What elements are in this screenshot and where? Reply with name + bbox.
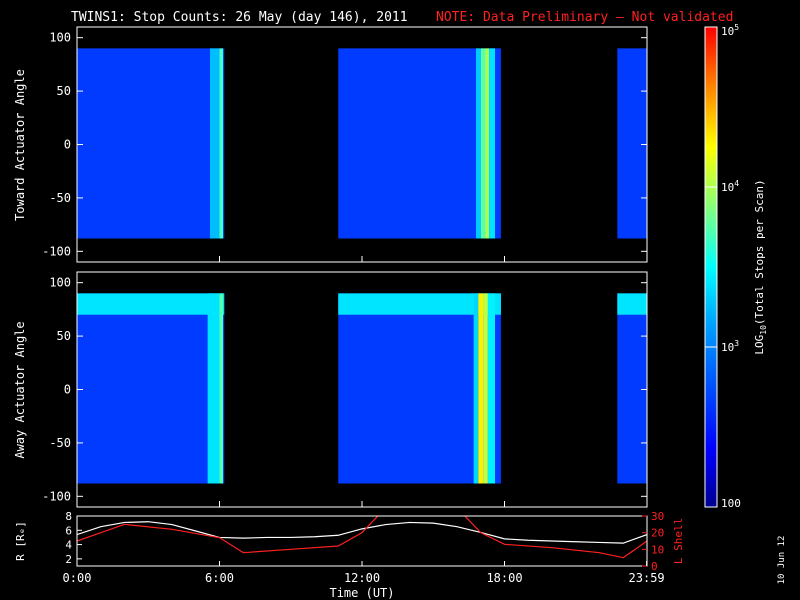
l-shell-line [77,516,647,559]
time-xtick-label: 0:00 [63,571,92,585]
orbit-ytick-label: 8 [65,510,72,523]
l-shell-ytick-label: 30 [651,510,664,523]
away-count-band [473,293,479,484]
away-count-band [219,293,224,484]
colorbar-tick-label: 104 [721,179,739,194]
toward-ytick-label: 0 [64,138,71,152]
away-data-interval [77,293,225,484]
colorbar-tick-label: 103 [721,339,739,354]
toward-data-interval [77,48,225,239]
colorbar: 105 104 103 100 LOG10(Total Stops per Scan) [704,23,768,510]
orbit-radius-label: R [Rₑ] [14,521,27,561]
away-data-interval [617,293,647,484]
colorbar-tick-label: 105 [721,23,739,38]
away-high-angle-band [77,293,225,315]
time-xtick-label: 6:00 [205,571,234,585]
time-xtick-label: 18:00 [486,571,522,585]
colorbar-gradient [704,26,718,508]
preliminary-note: NOTE: Data Preliminary – Not validated [436,10,733,25]
toward-ytick-label: 100 [49,31,71,45]
toward-data-interval [338,48,501,239]
toward-ytick-label: -100 [42,244,71,258]
away-count-band [207,293,220,484]
toward-count-band [210,48,220,239]
toward-count-band [476,48,481,239]
date-stamp: 10 Jun 12 [777,536,787,585]
l-shell-ytick-label: 10 [651,543,664,556]
toward-count-band [219,48,224,239]
colorbar-label: LOG10(Total Stops per Scan) [753,179,768,354]
toward-axis-label: Toward Actuator Angle [13,69,27,221]
toward-count-band [485,48,490,239]
toward-panel: 100 50 0 -50 -100 Toward Actuator Angle [13,26,648,263]
orbit-ytick-label: 4 [65,539,72,552]
toward-data-interval [617,48,647,239]
away-ytick-label: 100 [49,276,71,290]
away-ytick-label: 50 [57,329,71,343]
away-count-band [483,293,488,484]
away-ytick-label: -100 [42,489,71,503]
away-count-band [478,293,484,484]
time-axis-label: Time (UT) [329,586,394,600]
toward-count-band [480,48,486,239]
away-ytick-label: 0 [64,383,71,397]
orbit-ytick-label: 6 [65,524,72,537]
orbit-panel: 24 68 0 10 20 30 0:00 6:00 12:00 18:00 23:59 R [Rₑ… [14,510,685,600]
chart-title: TWINS1: Stop Counts: 26 May (day 146), 2… [71,10,408,25]
orbit-ytick-label: 2 [65,553,72,566]
toward-ytick-label: -50 [49,191,71,205]
toward-ytick-label: 50 [57,84,71,98]
away-count-band [487,293,495,484]
l-shell-label: L Shell [672,518,685,564]
away-high-angle-band [617,293,647,315]
time-xtick-label: 12:00 [344,571,380,585]
away-ytick-label: -50 [49,436,71,450]
away-high-angle-band [338,293,501,315]
l-shell-ytick-label: 20 [651,527,664,540]
radius-line [77,521,647,544]
l-shell-ytick-label: 0 [651,560,658,573]
time-xtick-label: 23:59 [629,571,665,585]
away-panel: 100 50 0 -50 -100 Away Actuator Angle [13,271,648,508]
colorbar-tick-label: 100 [721,497,741,510]
away-axis-label: Away Actuator Angle [13,321,27,458]
toward-count-band [489,48,495,239]
